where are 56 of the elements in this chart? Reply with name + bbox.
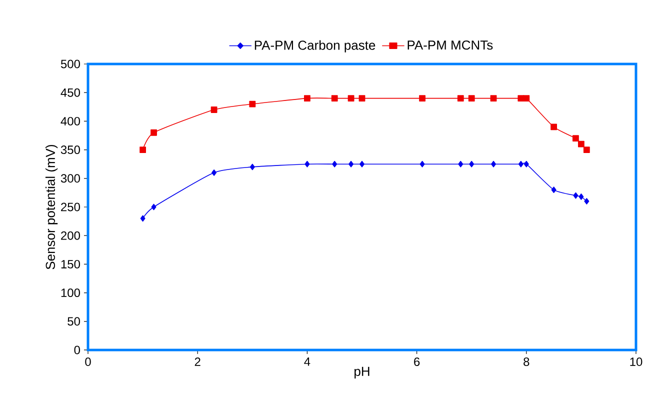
x-tick-label: 0 [85, 358, 91, 366]
point [249, 100, 256, 108]
x-axis-title: pH [354, 366, 370, 379]
y-tick-label: 0 [74, 346, 80, 354]
point [584, 198, 590, 204]
point [304, 95, 310, 102]
point [304, 160, 310, 168]
point [419, 95, 426, 102]
point [551, 186, 556, 194]
point [458, 160, 464, 168]
y-tick-label: 450 [60, 88, 80, 97]
point [140, 146, 146, 153]
point [250, 164, 255, 170]
point [573, 192, 578, 199]
point [468, 95, 475, 102]
point [210, 106, 218, 113]
point [491, 160, 496, 168]
point [518, 160, 524, 168]
legend-label: PA-PM Carbon paste [254, 40, 376, 52]
point [348, 95, 354, 102]
point [490, 95, 497, 102]
y-tick-label: 200 [61, 231, 80, 240]
point [348, 160, 354, 168]
y-tick-label: 400 [60, 116, 80, 126]
point [151, 204, 156, 210]
x-tick-label: 10 [630, 358, 642, 366]
point [583, 146, 590, 153]
point [578, 193, 584, 200]
legend-label: PA-PM MCNTs [408, 40, 493, 50]
y-tick-label: 250 [61, 202, 80, 212]
y-tick-label: 150 [61, 260, 80, 268]
y-tick-label: 300 [60, 174, 80, 183]
point [578, 140, 584, 148]
point [523, 95, 530, 102]
point [358, 95, 366, 102]
point [150, 129, 157, 136]
y-tick-label: 500 [60, 60, 80, 68]
x-tick-label: 4 [304, 358, 310, 366]
point [457, 95, 464, 102]
point [524, 160, 529, 168]
point [332, 160, 338, 168]
point [331, 95, 338, 102]
point [140, 215, 146, 222]
point [212, 169, 217, 176]
y-tick-label: 350 [60, 146, 80, 154]
point [550, 124, 557, 130]
x-tick-label: 6 [414, 358, 420, 366]
point [572, 135, 579, 142]
x-tick-label: 8 [524, 358, 530, 366]
point [420, 160, 425, 168]
y-tick-label: 100 [61, 288, 80, 298]
point [360, 160, 364, 168]
y-tick-label: 50 [68, 317, 80, 326]
y-axis-title: Sensor potential (mV) [45, 144, 58, 270]
x-tick-label: 2 [194, 358, 200, 366]
point [469, 160, 474, 168]
